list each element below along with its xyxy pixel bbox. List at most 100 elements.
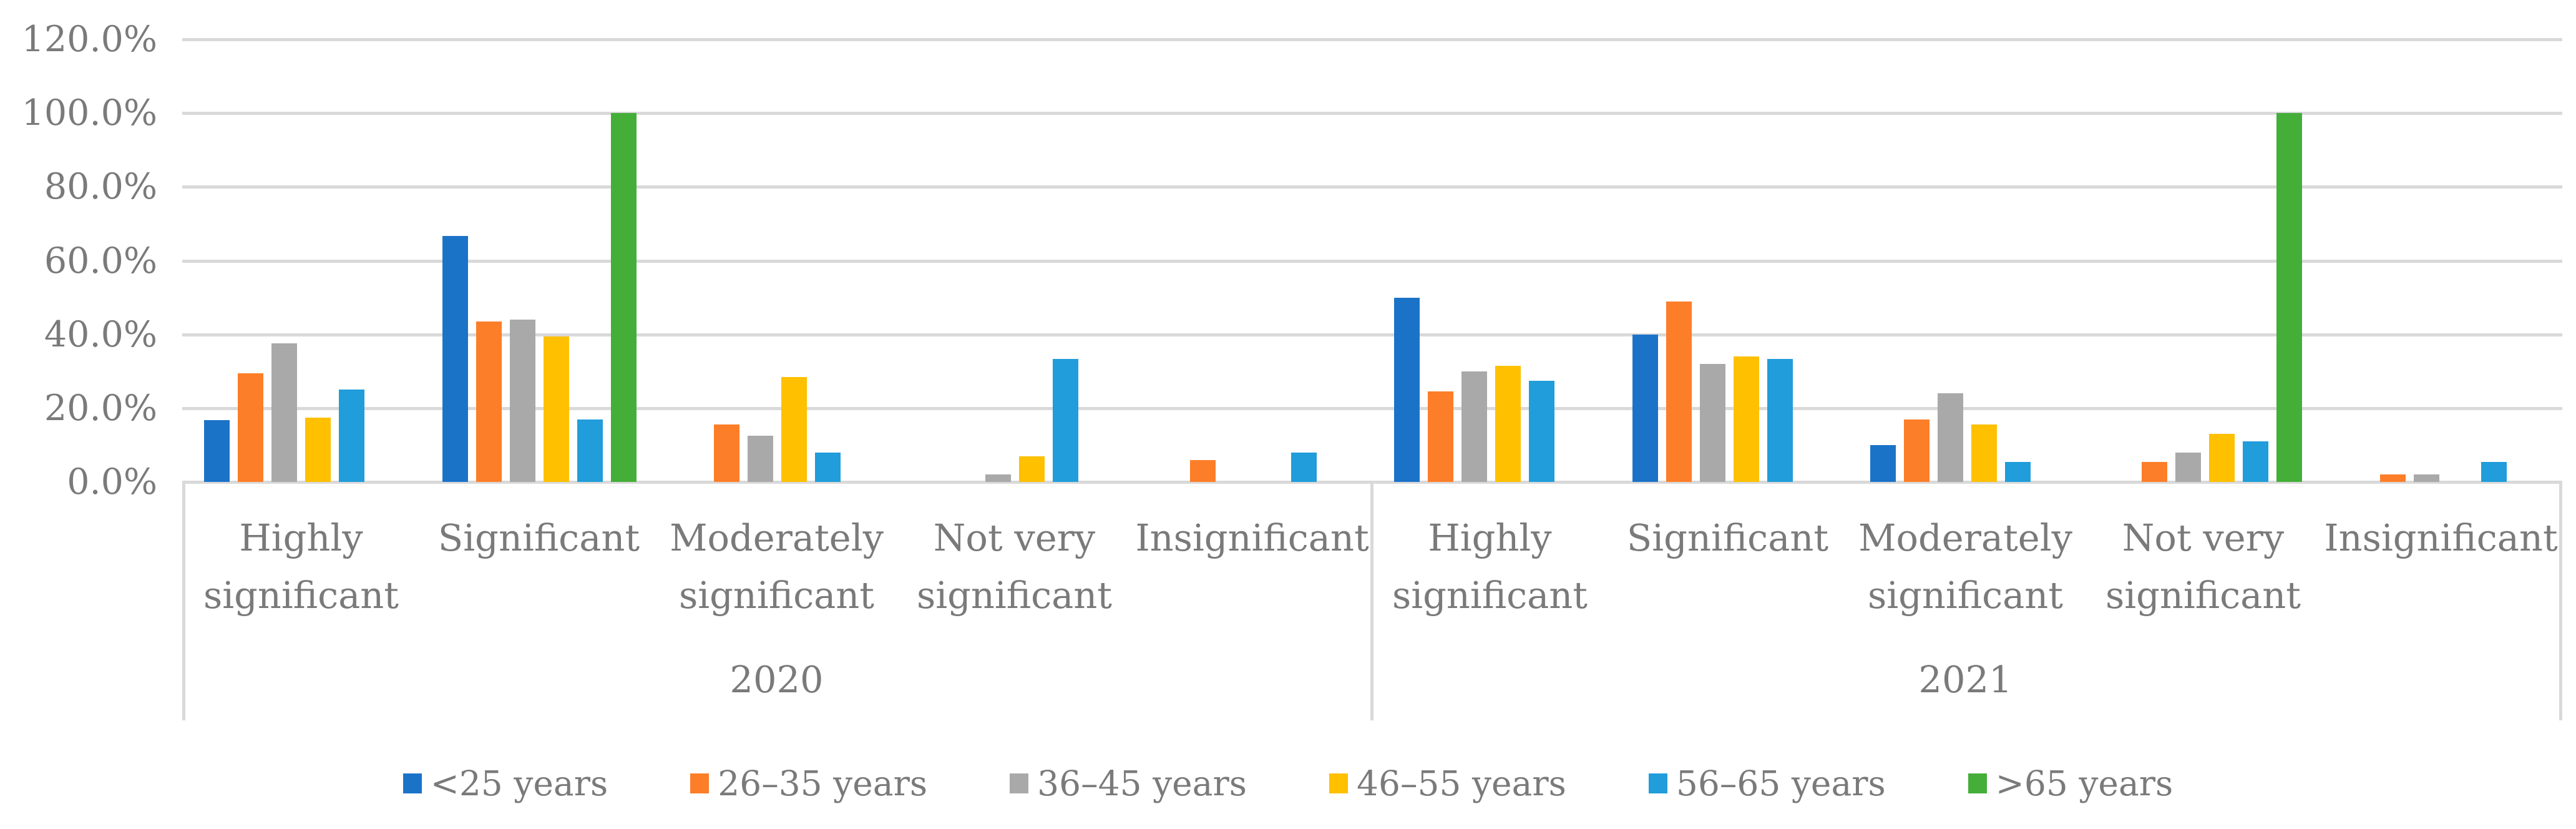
legend-item: 56–65 years <box>1648 763 1886 804</box>
category-label: Significant <box>437 516 640 559</box>
legend-swatch-icon <box>690 773 710 793</box>
bar <box>2005 461 2031 482</box>
category-cell <box>2325 39 2562 482</box>
bar <box>1767 359 1793 482</box>
category-cell <box>1372 39 1610 482</box>
legend-label: >65 years <box>1995 763 2174 803</box>
category-cell <box>182 39 420 482</box>
category-label: Not very significant <box>916 516 1113 617</box>
bar <box>238 373 264 482</box>
category-cell <box>1848 39 2086 482</box>
bar <box>714 424 740 482</box>
bar <box>748 436 774 482</box>
legend-label: 56–65 years <box>1676 763 1886 803</box>
category-cell <box>1134 39 1372 482</box>
bar <box>1461 371 1488 482</box>
bar <box>1053 359 1079 482</box>
panel-2021 <box>1372 39 2562 482</box>
bar <box>1870 444 1896 482</box>
category-label: Highly significant <box>1392 516 1588 617</box>
gridline <box>182 481 2562 484</box>
category-label: Insignificant <box>2324 516 2558 559</box>
category-axis-labels: Highly significant Significant Moderately … <box>182 509 2560 624</box>
legend-label: <25 years <box>430 763 608 803</box>
legend-swatch-icon <box>1968 773 1987 793</box>
y-axis-tick-label: 120.0% <box>21 19 157 60</box>
legend-swatch-icon <box>1648 773 1667 793</box>
gridline <box>182 259 2562 263</box>
legend-item: 36–45 years <box>1010 763 1247 804</box>
axis-divider <box>182 483 185 720</box>
bar <box>1394 297 1420 482</box>
bar <box>610 113 637 482</box>
bar <box>1938 393 1964 482</box>
bar <box>1699 363 1725 482</box>
bar <box>1290 452 1317 482</box>
y-axis-tick-label: 0.0% <box>67 461 157 503</box>
bar <box>339 390 365 482</box>
y-axis-tick-label: 40.0% <box>44 313 157 355</box>
bar <box>2413 474 2439 482</box>
bar <box>2379 474 2406 482</box>
gridline <box>182 38 2562 41</box>
legend-item: <25 years <box>402 763 608 804</box>
category-cell <box>1610 39 1848 482</box>
category-cell <box>420 39 658 482</box>
category-cell <box>2086 39 2324 482</box>
category-label: Significant <box>1626 516 1829 559</box>
plot-area <box>182 39 2562 482</box>
legend-swatch-icon <box>1010 773 1029 793</box>
bar <box>781 376 807 482</box>
bar <box>1428 391 1454 482</box>
bar <box>815 452 841 482</box>
legend-label: 26–35 years <box>718 763 928 803</box>
bar <box>543 336 569 482</box>
bar <box>1971 424 1998 482</box>
bar <box>305 417 331 482</box>
category-label: Moderately significant <box>670 516 884 617</box>
bar <box>1019 456 1045 482</box>
legend-item: 26–35 years <box>690 763 927 804</box>
bar <box>2276 113 2303 482</box>
legend-swatch-icon <box>402 773 422 793</box>
category-label: Insignificant <box>1135 516 1369 559</box>
bar <box>2209 434 2235 482</box>
bar <box>1529 380 1555 482</box>
bar <box>1632 334 1658 482</box>
bar <box>2142 461 2168 482</box>
year-axis-labels: 2020 2021 <box>182 658 2560 702</box>
category-label: Not very significant <box>2105 516 2301 617</box>
gridline <box>182 112 2562 115</box>
y-axis-tick-label: 100.0% <box>21 92 157 134</box>
bar <box>985 474 1012 482</box>
legend-label: 46–55 years <box>1357 763 1566 803</box>
legend-item: >65 years <box>1968 763 2173 804</box>
bar <box>1666 301 1692 482</box>
bar <box>577 419 603 482</box>
gridline <box>182 333 2562 336</box>
gridline <box>182 185 2562 189</box>
bar <box>1495 365 1521 482</box>
category-cell <box>896 39 1134 482</box>
bar <box>442 235 468 482</box>
y-axis-tick-label: 60.0% <box>44 240 157 282</box>
legend-item: 46–55 years <box>1329 763 1566 804</box>
category-cell <box>658 39 896 482</box>
year-label-2021: 2021 <box>1918 658 2012 701</box>
bar <box>1733 356 1759 482</box>
bar <box>204 420 230 482</box>
bar <box>2481 461 2507 482</box>
axis-divider <box>2559 483 2562 720</box>
year-label-2020: 2020 <box>729 658 824 701</box>
bar <box>509 320 535 482</box>
bar <box>2175 452 2202 482</box>
y-axis-tick-label: 80.0% <box>44 166 157 208</box>
bar <box>476 321 502 482</box>
gridline <box>182 406 2562 410</box>
bar <box>2243 441 2269 482</box>
y-axis-tick-label: 20.0% <box>44 387 157 429</box>
axis-divider <box>1370 483 1373 720</box>
bar <box>1904 419 1930 482</box>
legend: <25 years 26–35 years 36–45 years 46–55 yea… <box>0 763 2576 804</box>
